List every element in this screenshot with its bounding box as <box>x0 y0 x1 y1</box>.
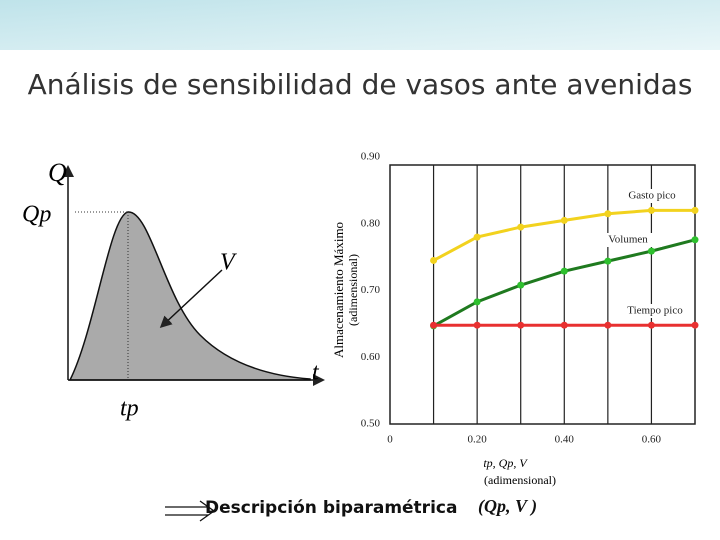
data-point <box>430 321 438 329</box>
q-label: Q <box>48 158 67 187</box>
data-point <box>560 216 568 224</box>
x-tick-label: 0.20 <box>468 434 488 446</box>
series-label: Tiempo pico <box>627 305 683 317</box>
tp-label: tp <box>120 396 139 422</box>
label-bg <box>621 304 689 318</box>
y-subtitle: (adimensional) <box>346 254 360 326</box>
data-point <box>517 281 525 289</box>
footer-text: Descripción biparamétrica <box>205 498 457 518</box>
x-title: tp, Qp, V <box>483 456 528 470</box>
data-point <box>517 321 525 329</box>
data-point <box>604 257 612 265</box>
label-bg <box>594 233 662 247</box>
v-arrow <box>159 269 223 329</box>
plot-frame <box>389 164 696 425</box>
hydrograph: Q Qp V t tp <box>22 158 325 422</box>
data-point <box>691 236 699 244</box>
data-point <box>560 321 568 329</box>
qp-label: Qp <box>22 202 51 228</box>
t-label: t <box>312 360 320 386</box>
label-bg <box>618 189 686 203</box>
y-tick-label: 0.90 <box>361 151 381 163</box>
data-point <box>473 298 481 306</box>
series-label: Gasto pico <box>628 190 676 202</box>
slide-title: Análisis de sensibilidad de vasos ante a… <box>28 68 693 101</box>
y-tick-label: 0.70 <box>361 284 381 296</box>
header-band <box>0 0 720 50</box>
data-point <box>647 321 655 329</box>
footer-params: (Qp, V ) <box>478 496 537 517</box>
y-tick-label: 0.60 <box>361 351 381 363</box>
data-point <box>647 206 655 214</box>
hydrograph-area <box>68 211 311 381</box>
v-label: V <box>220 250 237 276</box>
data-point <box>604 210 612 218</box>
data-point <box>691 321 699 329</box>
x-tick-label: 0.60 <box>642 434 662 446</box>
implies-arrow <box>165 500 216 522</box>
data-point <box>604 321 612 329</box>
y-tick-label: 0.80 <box>361 217 381 229</box>
data-point <box>647 247 655 255</box>
y-title: Almacenamiento Máximo <box>331 222 346 358</box>
data-point <box>473 321 481 329</box>
data-point <box>691 206 699 214</box>
data-point <box>517 223 525 231</box>
y-tick-label: 0.50 <box>361 418 381 430</box>
data-point <box>560 267 568 275</box>
series-label: Volumen <box>608 234 648 246</box>
x-tick-label: 0.40 <box>555 434 575 446</box>
x-tick-label: 0 <box>387 434 393 446</box>
data-point <box>473 233 481 241</box>
data-point <box>430 256 438 264</box>
x-subtitle: (adimensional) <box>484 473 556 487</box>
